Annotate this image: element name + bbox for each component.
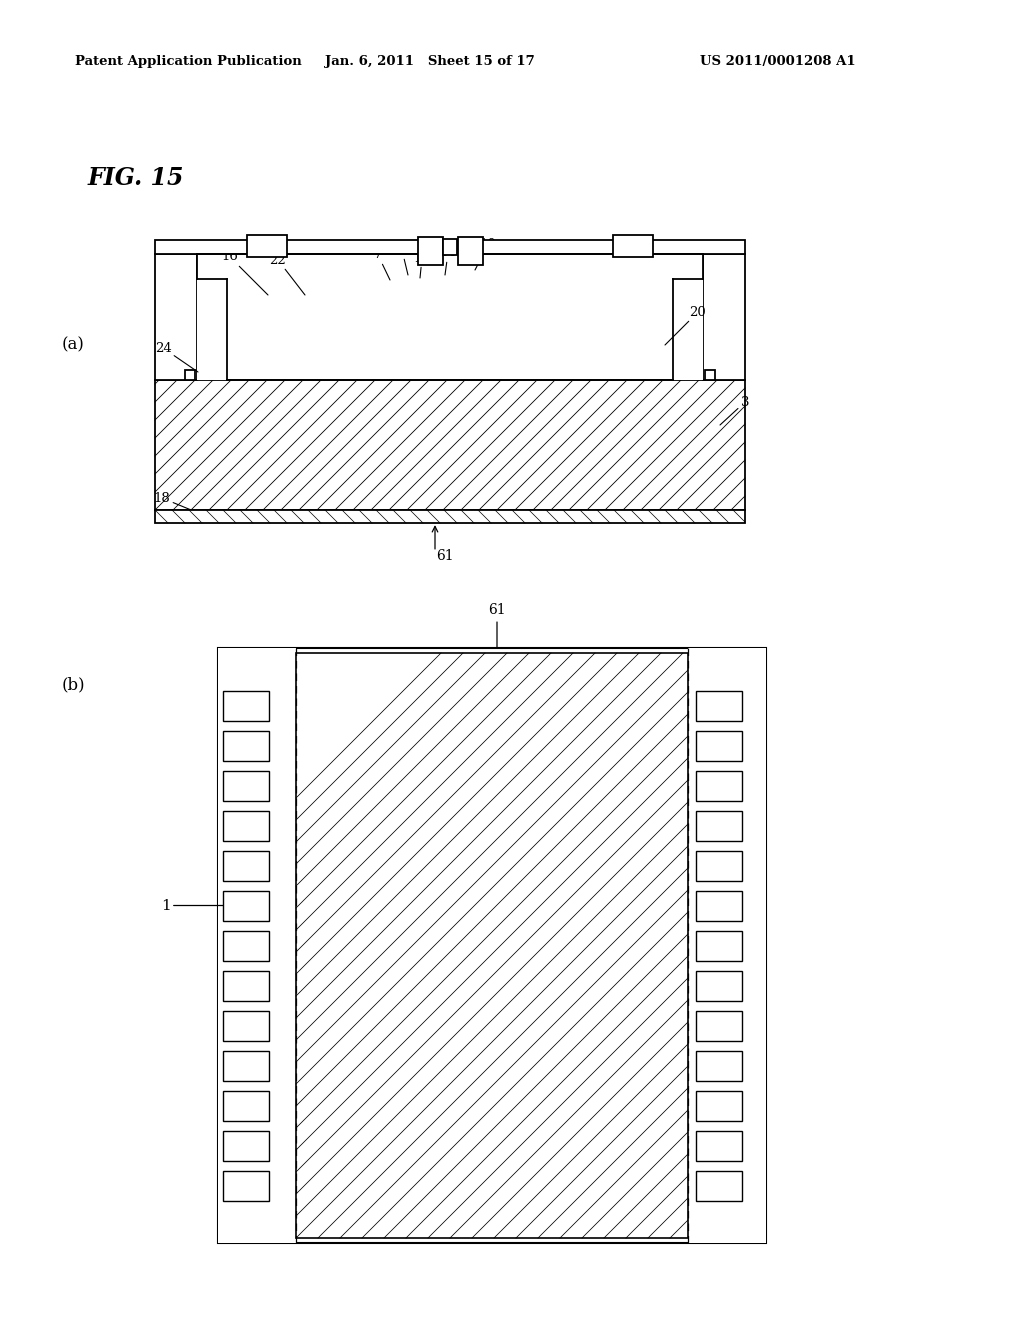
Bar xyxy=(696,850,742,880)
Bar xyxy=(443,239,457,255)
Text: 10: 10 xyxy=(475,239,497,271)
Text: 24: 24 xyxy=(155,342,198,372)
Bar xyxy=(613,235,653,257)
Text: 22: 22 xyxy=(269,253,305,294)
Bar xyxy=(223,931,269,961)
Bar xyxy=(696,730,742,760)
Bar xyxy=(218,648,296,1243)
Text: 12: 12 xyxy=(414,252,430,279)
Bar xyxy=(155,380,745,510)
Bar xyxy=(155,510,745,523)
Bar xyxy=(197,253,703,279)
Bar xyxy=(223,1130,269,1160)
Bar xyxy=(696,1130,742,1160)
Text: Patent Application Publication: Patent Application Publication xyxy=(75,55,302,69)
Text: 61: 61 xyxy=(436,549,454,564)
Bar xyxy=(223,970,269,1001)
Text: 16: 16 xyxy=(221,251,268,294)
Text: Jan. 6, 2011   Sheet 15 of 17: Jan. 6, 2011 Sheet 15 of 17 xyxy=(326,55,535,69)
Text: 7: 7 xyxy=(374,248,390,280)
Text: 18: 18 xyxy=(154,491,196,512)
Text: US 2011/0001208 A1: US 2011/0001208 A1 xyxy=(700,55,856,69)
Text: 3: 3 xyxy=(720,396,750,425)
Bar xyxy=(218,648,766,1243)
Text: (a): (a) xyxy=(62,337,85,354)
Bar xyxy=(223,810,269,841)
Bar xyxy=(247,235,287,257)
Bar xyxy=(703,253,745,380)
Bar xyxy=(197,279,227,380)
Bar xyxy=(223,690,269,721)
Bar xyxy=(223,1051,269,1081)
Bar xyxy=(155,253,197,380)
Text: 61: 61 xyxy=(488,603,506,616)
Bar xyxy=(696,931,742,961)
Bar xyxy=(223,1171,269,1200)
Bar xyxy=(696,891,742,920)
Bar xyxy=(705,370,715,380)
Bar xyxy=(696,970,742,1001)
Bar xyxy=(223,730,269,760)
Bar xyxy=(688,648,766,1243)
Bar xyxy=(696,771,742,800)
Text: FIG. 15: FIG. 15 xyxy=(88,166,184,190)
Bar xyxy=(696,1171,742,1200)
Bar xyxy=(696,810,742,841)
Bar xyxy=(696,690,742,721)
Bar xyxy=(458,238,483,265)
Bar xyxy=(673,279,703,380)
Text: 1: 1 xyxy=(161,899,243,912)
Bar xyxy=(223,850,269,880)
Bar xyxy=(696,1011,742,1040)
Bar xyxy=(223,771,269,800)
Bar xyxy=(418,238,443,265)
Text: (b): (b) xyxy=(62,676,86,693)
Text: 30: 30 xyxy=(439,247,457,275)
Bar xyxy=(223,891,269,920)
Text: 20: 20 xyxy=(665,305,707,345)
Bar xyxy=(223,1011,269,1040)
Bar xyxy=(296,653,688,1238)
Bar xyxy=(223,1090,269,1121)
Text: 39: 39 xyxy=(393,243,411,275)
Bar xyxy=(155,240,745,253)
Bar xyxy=(696,1090,742,1121)
Bar xyxy=(696,1051,742,1081)
Bar xyxy=(185,370,195,380)
